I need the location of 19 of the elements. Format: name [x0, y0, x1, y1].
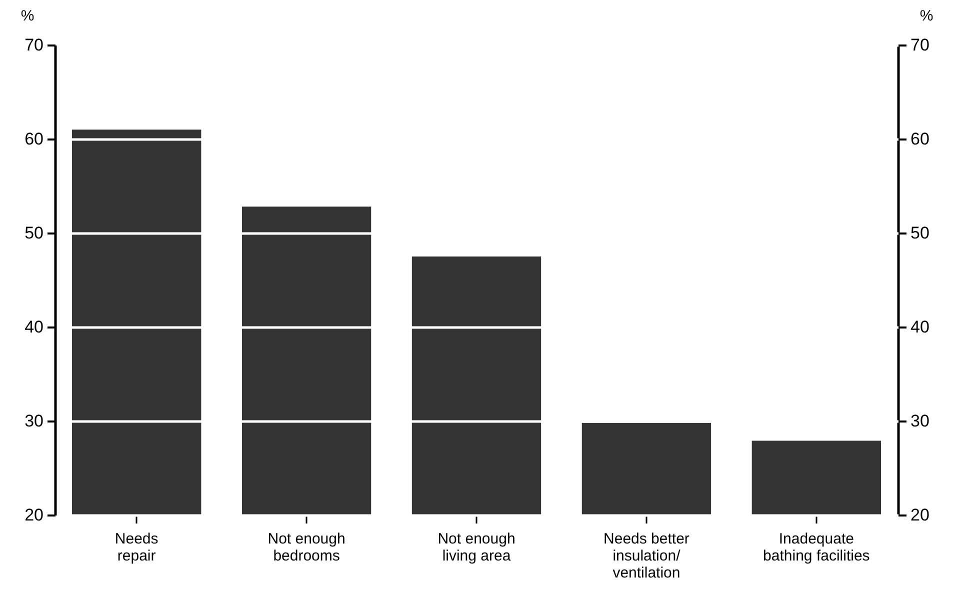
y-tick-label: 70: [24, 36, 44, 54]
y2-tick-label: 30: [910, 412, 930, 430]
y2-axis-title: %: [920, 8, 934, 24]
y2-tick-label: 20: [910, 506, 930, 524]
y-tick-label: 60: [24, 130, 44, 148]
x-tick-label: Needs repair: [114, 530, 158, 564]
y-tick-label: 50: [24, 224, 44, 242]
y-tick-label: 40: [24, 318, 44, 336]
y2-tick-label: 40: [910, 318, 930, 336]
y2-tick-label: 50: [910, 224, 930, 242]
y2-tick-label: 60: [910, 130, 930, 148]
x-tick-label: Not enough living area: [438, 530, 516, 564]
x-tick-label: Not enough bedrooms: [268, 530, 346, 564]
x-tick-label: Needs better insulation/ ventilation: [604, 530, 690, 582]
y-axis-title: %: [20, 8, 34, 24]
x-tick-label: Inadequate bathing facilities: [763, 530, 870, 564]
y2-tick-label: 70: [910, 36, 930, 54]
y-tick-label: 20: [24, 506, 44, 524]
y-tick-label: 30: [24, 412, 44, 430]
